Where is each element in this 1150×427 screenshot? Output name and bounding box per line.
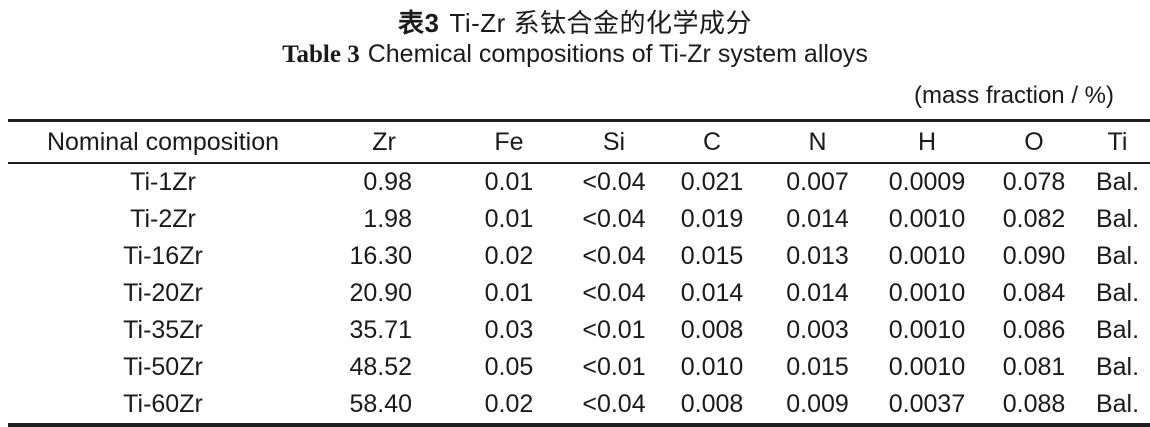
alloy-name-cell: Ti-35Zr [123, 316, 203, 344]
table-cell: 0.008 [680, 316, 744, 344]
unit-note: (mass fraction / %) [913, 82, 1114, 109]
alloy-name-cell: Ti-1Zr [130, 168, 196, 196]
column-header-n: N [764, 120, 871, 164]
table-cell: 0.014 [680, 279, 744, 307]
alloy-name-cell: Ti-2Zr [130, 205, 196, 233]
table-cell: <0.04 [582, 390, 646, 418]
table-cell: 0.01 [484, 168, 534, 196]
table-cell: 0.009 [786, 390, 849, 418]
table-cell: <0.04 [582, 205, 646, 233]
table-title-zh-text: Ti-Zr 系钛合金的化学成分 [449, 8, 753, 38]
table-cell: 0.0010 [888, 205, 966, 233]
table-cell: <0.04 [582, 168, 646, 196]
table-number-en: Table 3 [282, 41, 360, 68]
table-cell: Bal. [1095, 242, 1140, 270]
alloy-name-cell: Ti-16Zr [123, 242, 203, 270]
alloy-name-cell: Ti-20Zr [123, 279, 203, 307]
table-cell: 0.003 [786, 316, 849, 344]
table-cell: 0.01 [484, 205, 534, 233]
table-cell: 1.98 [363, 205, 412, 233]
table-cell: <0.01 [582, 316, 646, 344]
column-header-c: C [660, 120, 764, 164]
table-cell: 0.02 [484, 390, 534, 418]
table-title-zh: 表3 Ti-Zr 系钛合金的化学成分 [0, 0, 1150, 38]
table-cell: 0.084 [1002, 279, 1066, 307]
table-cell: Bal. [1095, 316, 1140, 344]
table-cell: 0.0010 [888, 353, 966, 381]
table-cell: 0.01 [484, 279, 534, 307]
table-cell: Bal. [1095, 205, 1140, 233]
table-cell: 0.0009 [888, 168, 966, 196]
alloy-name-cell: Ti-50Zr [123, 353, 203, 381]
table-cell: 0.088 [1002, 390, 1066, 418]
column-header-zr: Zr [318, 120, 450, 164]
table-cell: 48.52 [349, 353, 412, 381]
header-row: Nominal composition Zr Fe Si C N H O Ti [8, 120, 1150, 164]
column-header-si: Si [568, 120, 660, 164]
table-cell: 35.71 [349, 316, 412, 344]
table-cell: 0.03 [484, 316, 534, 344]
table-row: Ti-1Zr 0.98 0.01 <0.04 0.021 0.007 0.000… [8, 163, 1150, 201]
table-title-en: Table 3 Chemical compositions of Ti-Zr sy… [0, 40, 1150, 69]
table-cell: 0.007 [786, 168, 849, 196]
table-cell: 0.090 [1002, 242, 1066, 270]
table-cell: 0.05 [484, 353, 534, 381]
table-cell: <0.01 [582, 353, 646, 381]
column-header-o: O [983, 120, 1085, 164]
table-cell: Bal. [1095, 168, 1140, 196]
table-cell: 0.0037 [888, 390, 966, 418]
table-cell: 0.014 [786, 279, 849, 307]
table-cell: 0.015 [786, 353, 849, 381]
table-cell: 0.0010 [888, 316, 966, 344]
table-cell: Bal. [1095, 279, 1140, 307]
table-cell: <0.04 [582, 279, 646, 307]
table-row: Ti-2Zr 1.98 0.01 <0.04 0.019 0.014 0.001… [8, 201, 1150, 238]
table-cell: 0.019 [680, 205, 744, 233]
table-row: Ti-16Zr 16.30 0.02 <0.04 0.015 0.013 0.0… [8, 238, 1150, 275]
composition-table: Nominal composition Zr Fe Si C N H O Ti … [8, 119, 1150, 427]
table-cell: 0.082 [1002, 205, 1066, 233]
table-cell: 16.30 [349, 242, 412, 270]
table-title-en-text: Chemical compositions of Ti-Zr system al… [367, 40, 868, 68]
table-cell: 0.0010 [888, 279, 966, 307]
table-cell: 0.014 [786, 205, 849, 233]
column-header-h: H [871, 120, 983, 164]
table-cell: 0.98 [363, 168, 412, 196]
table-cell: 0.078 [1002, 168, 1066, 196]
table-cell: 20.90 [349, 279, 412, 307]
column-header-nominal-composition: Nominal composition [8, 120, 318, 164]
table-cell: 58.40 [349, 390, 412, 418]
table-cell: 0.02 [484, 242, 534, 270]
table-cell: 0.081 [1002, 353, 1066, 381]
table-cell: 0.086 [1002, 316, 1066, 344]
table-cell: 0.008 [680, 390, 744, 418]
table-number-zh: 表3 [397, 8, 440, 38]
table-cell: 0.021 [680, 168, 744, 196]
table-cell: Bal. [1095, 353, 1140, 381]
table-cell: 0.0010 [888, 242, 966, 270]
table-row: Ti-35Zr 35.71 0.03 <0.01 0.008 0.003 0.0… [8, 312, 1150, 349]
alloy-name-cell: Ti-60Zr [123, 390, 203, 418]
column-header-fe: Fe [450, 120, 568, 164]
table-cell: 0.010 [680, 353, 744, 381]
table-cell: Bal. [1095, 390, 1140, 418]
table-cell: 0.015 [680, 242, 744, 270]
table-row: Ti-50Zr 48.52 0.05 <0.01 0.010 0.015 0.0… [8, 349, 1150, 386]
table-cell: 0.013 [786, 242, 849, 270]
table-cell: <0.04 [582, 242, 646, 270]
table-row: Ti-20Zr 20.90 0.01 <0.04 0.014 0.014 0.0… [8, 275, 1150, 312]
table-row: Ti-60Zr 58.40 0.02 <0.04 0.008 0.009 0.0… [8, 386, 1150, 425]
column-header-ti: Ti [1085, 120, 1150, 164]
